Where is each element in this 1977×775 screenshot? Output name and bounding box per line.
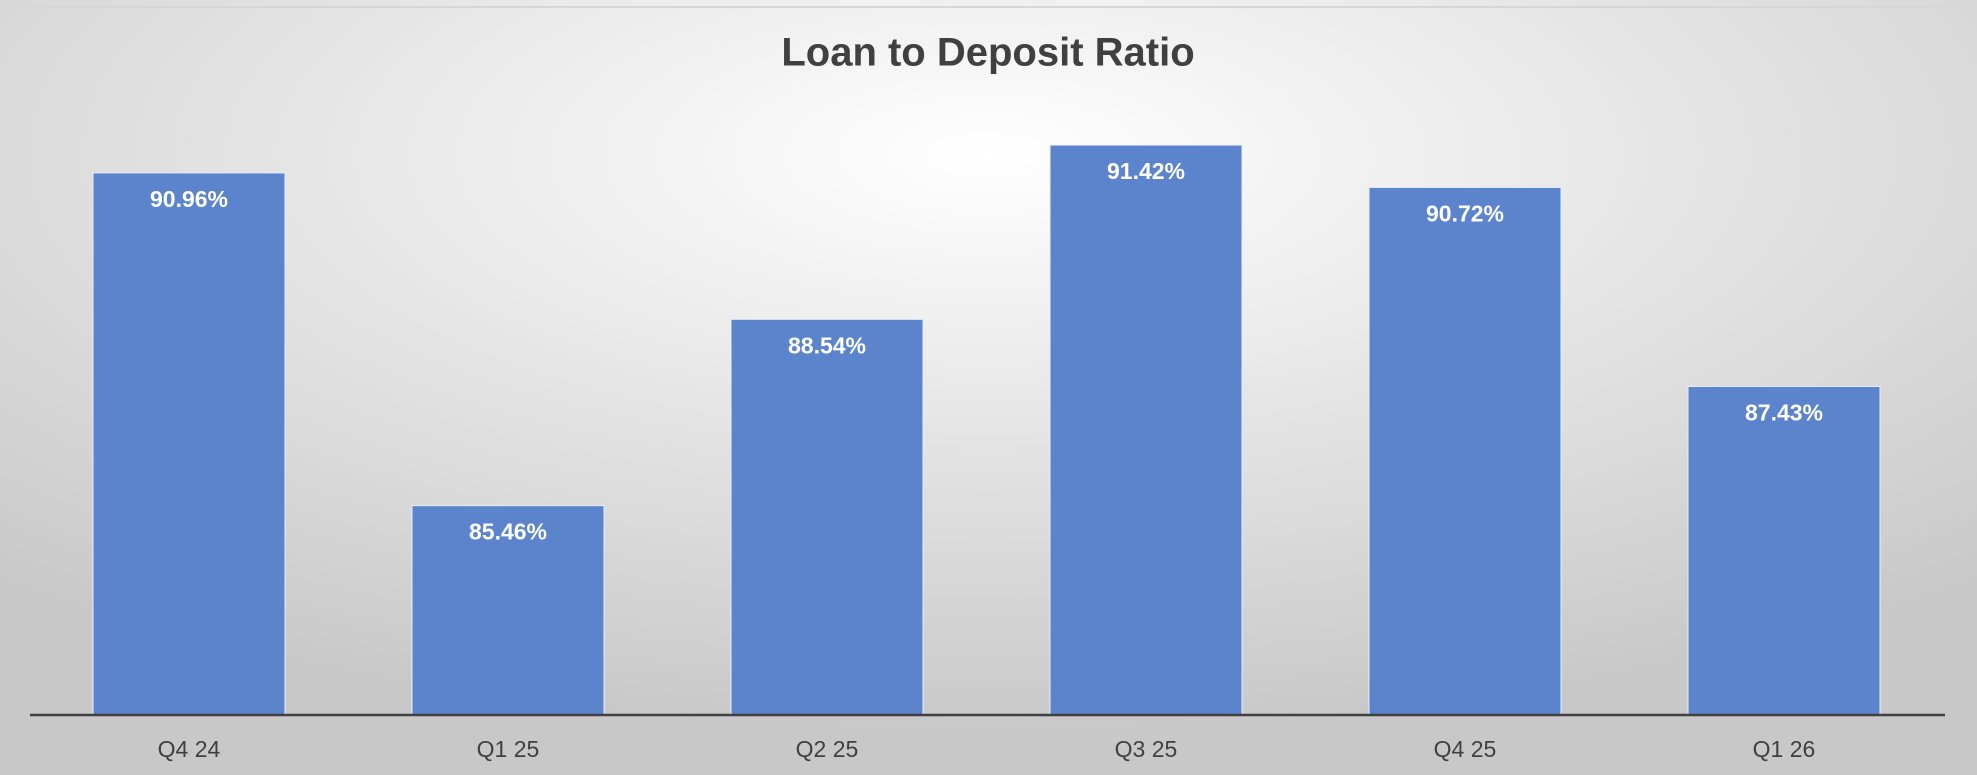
data-label: 87.43% [1745, 400, 1823, 426]
x-tick-label: Q3 25 [1115, 736, 1178, 762]
data-label: 85.46% [469, 519, 547, 545]
data-label: 91.42% [1107, 158, 1185, 184]
x-tick-label: Q1 25 [477, 736, 540, 762]
data-label: 90.72% [1426, 201, 1504, 227]
bar [1687, 385, 1881, 716]
bar [1049, 144, 1243, 716]
chart-title: Loan to Deposit Ratio [781, 31, 1194, 75]
x-tick-label: Q1 26 [1753, 736, 1816, 762]
x-tick-label: Q4 25 [1434, 736, 1497, 762]
data-label: 90.96% [150, 186, 228, 212]
bar [92, 172, 286, 716]
bar [1368, 186, 1562, 716]
x-tick-label: Q2 25 [796, 736, 859, 762]
x-tick-label: Q4 24 [158, 736, 221, 762]
bar [730, 318, 924, 716]
data-label: 88.54% [788, 332, 866, 358]
